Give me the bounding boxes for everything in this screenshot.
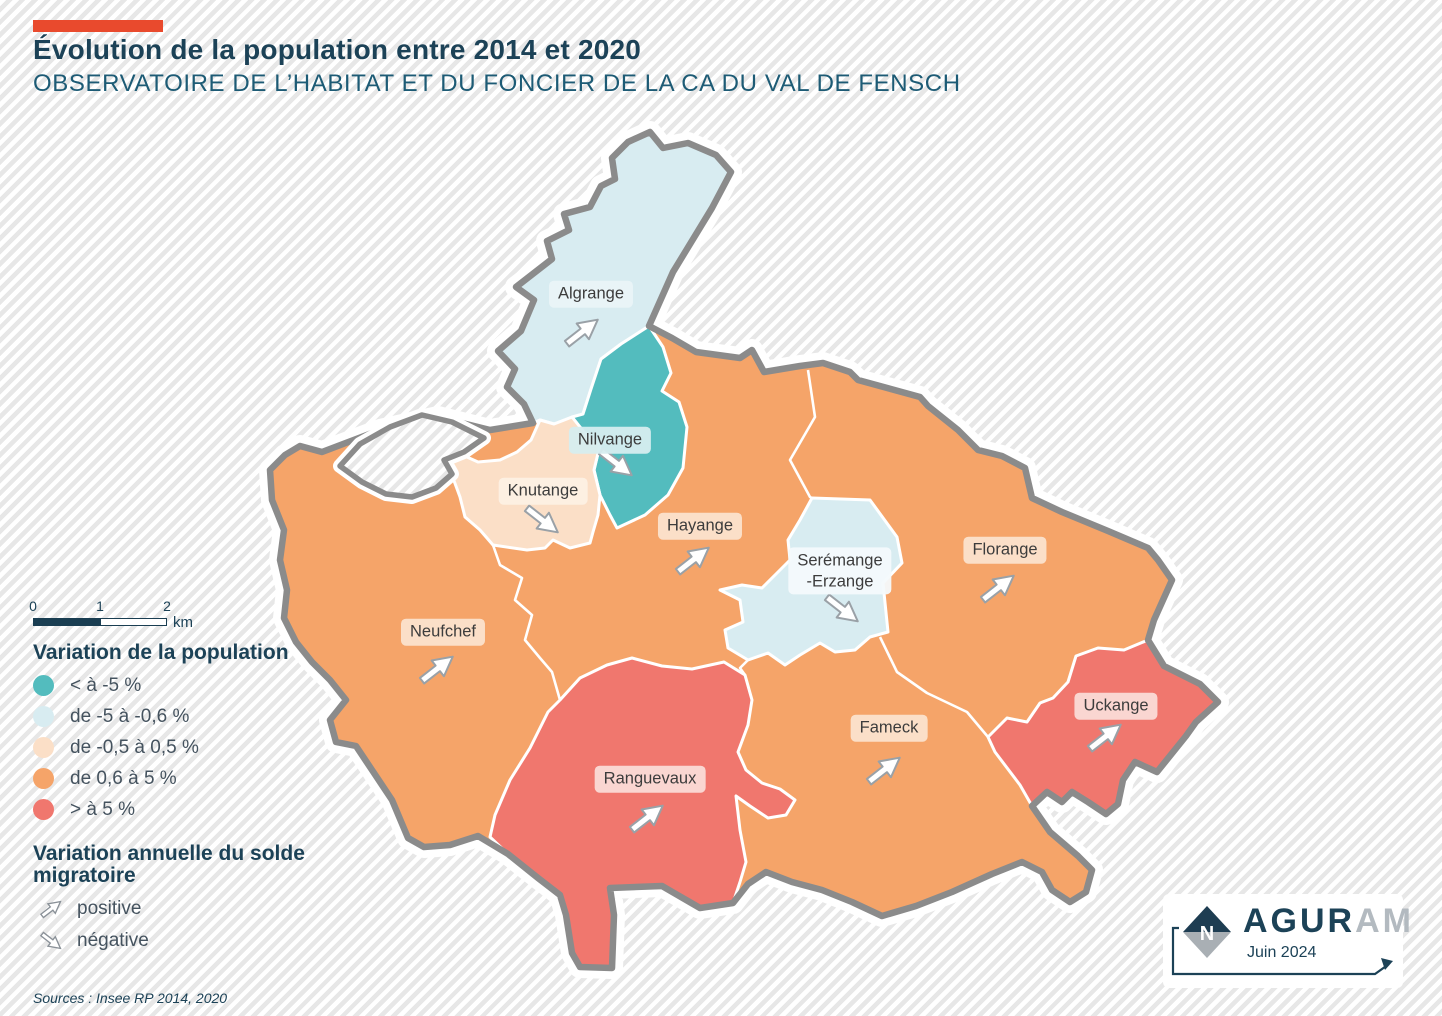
logo-name-dark: AGUR — [1243, 902, 1356, 940]
label-nilvange: Nilvange — [568, 426, 652, 454]
label-florange: Florange — [963, 536, 1047, 564]
scale-bar: 0 1 2 km — [29, 598, 213, 632]
arrow-down-right-icon — [39, 931, 62, 950]
swatch-teal-icon — [33, 675, 54, 697]
border-neufchef-hayange — [491, 544, 562, 701]
border-hayange-fameck — [738, 659, 749, 676]
arrow-up-right-icon — [39, 900, 62, 919]
svg-text:N: N — [1200, 923, 1214, 945]
logo-diamond-icon: N — [1183, 906, 1231, 958]
border-hayange-florange — [788, 369, 817, 500]
legend-item: de -5 à -0,6 % — [33, 701, 313, 732]
scale-tick-2: 2 — [163, 598, 171, 614]
legend-population-heading: Variation de la population — [33, 641, 289, 664]
label-neufchef: Neufchef — [400, 618, 486, 646]
legend-item: < à -5 % — [33, 670, 313, 701]
legend-label: > à 5 % — [70, 798, 135, 820]
sources-note: Sources : Insee RP 2014, 2020 — [33, 990, 228, 1006]
aguram-logo: N AGURAM Juin 2024 — [1163, 894, 1411, 988]
label-uckange: Uckange — [1074, 692, 1158, 720]
legend: 0 1 2 km Variation de la population < à … — [29, 598, 313, 957]
label-fameck: Fameck — [850, 714, 928, 742]
excluded-area — [337, 412, 487, 500]
scale-segment-empty — [100, 618, 167, 626]
legend-label: de -5 à -0,6 % — [70, 705, 190, 727]
label-seremange: Serémange -Erzange — [788, 547, 892, 595]
legend-item: de 0,6 à 5 % — [33, 763, 313, 794]
logo-name: AGURAM — [1243, 904, 1414, 938]
label-algrange: Algrange — [548, 280, 634, 308]
label-ranguevaux: Ranguevaux — [594, 765, 706, 793]
legend-label: de -0,5 à 0,5 % — [70, 736, 199, 758]
legend-label: positive — [77, 898, 142, 920]
map-outer-border — [266, 128, 1222, 972]
logo-date: Juin 2024 — [1247, 944, 1317, 961]
accent-bar — [33, 20, 163, 32]
border-florange-fameck — [878, 636, 989, 738]
logo-bracket-icon — [1171, 926, 1393, 976]
legend-item-positive: positive — [33, 893, 313, 925]
legend-label: de 0,6 à 5 % — [70, 767, 177, 789]
label-knutange: Knutange — [498, 477, 588, 505]
swatch-peach-icon — [33, 737, 54, 759]
scale-unit: km — [173, 614, 193, 631]
scale-segment-filled — [33, 618, 100, 626]
legend-label: négative — [77, 930, 149, 952]
commune-ranguevaux — [488, 656, 797, 970]
label-hayange: Hayange — [657, 512, 743, 540]
legend-item: de -0,5 à 0,5 % — [33, 732, 313, 763]
logo-name-gray: AM — [1355, 902, 1414, 940]
legend-migration-heading: Variation annuelle du solde migratoire — [33, 842, 305, 888]
page-title: Évolution de la population entre 2014 et… — [33, 34, 642, 65]
scale-tick-0: 0 — [29, 598, 37, 614]
legend-item: > à 5 % — [33, 794, 313, 825]
swatch-red-icon — [33, 799, 54, 821]
swatch-lightblue-icon — [33, 706, 54, 728]
map-base-orange — [270, 132, 1218, 968]
legend-item-negative: négative — [33, 925, 313, 957]
swatch-orange-icon — [33, 768, 54, 790]
page-subtitle: OBSERVATOIRE DE L’HABITAT ET DU FONCIER … — [33, 70, 961, 97]
scale-tick-1: 1 — [96, 598, 104, 614]
legend-label: < à -5 % — [70, 674, 142, 696]
